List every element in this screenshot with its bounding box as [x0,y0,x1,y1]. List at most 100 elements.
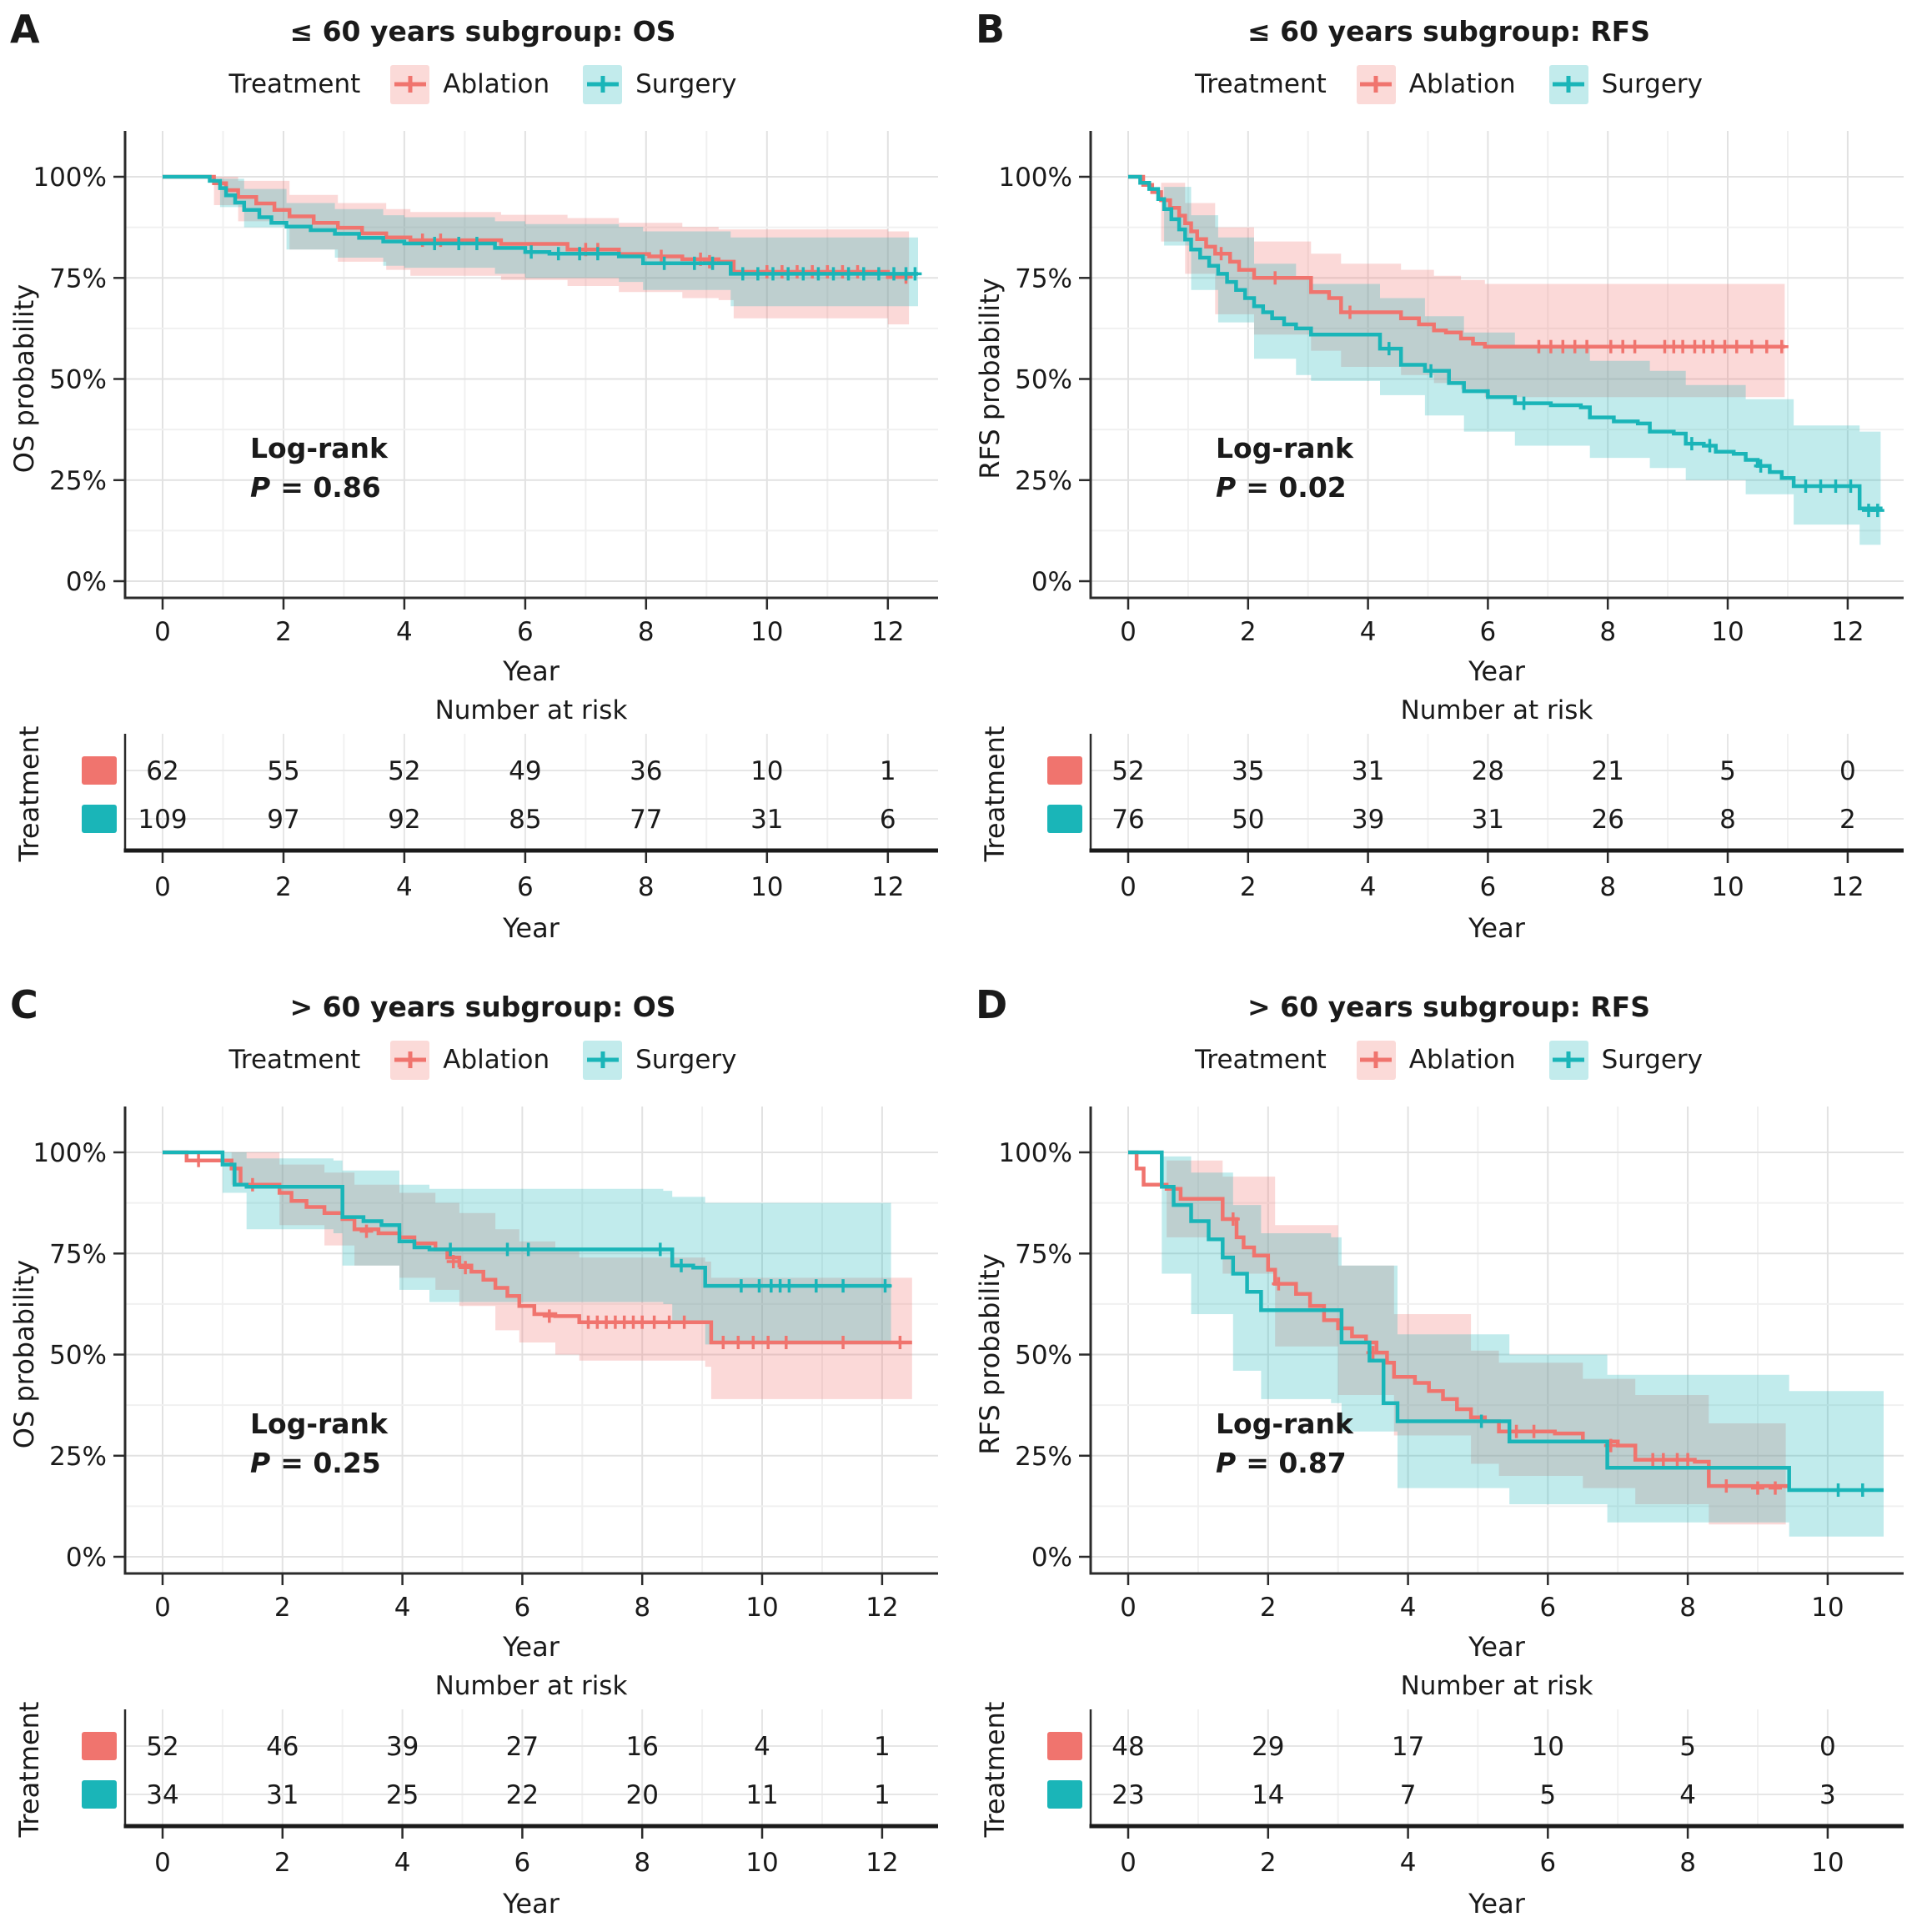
risk-count-ablation: 35 [1232,756,1264,786]
risk-count-surgery: 4 [1679,1780,1696,1810]
x-tick-label: 10 [1711,617,1744,647]
plus-censor-icon [586,76,619,93]
risk-count-surgery: 23 [1112,1780,1144,1810]
legend: Treatment Ablation Surgery [0,1034,966,1086]
legend-key-ablation-icon [1356,64,1396,104]
p-value-label: P = 0.86 [250,471,381,504]
risk-x-tick-label: 0 [1120,1848,1137,1878]
risk-count-surgery: 85 [509,805,541,835]
panel-A: A ≤ 60 years subgroup: OS Treatment Ablatio… [0,0,966,961]
plus-censor-icon [1360,1051,1393,1068]
risk-count-surgery: 109 [138,805,187,835]
x-tick-label: 8 [1599,617,1616,647]
logrank-label: Log-rank [1216,1408,1354,1440]
risk-row-swatch-ablation-icon [1047,1732,1082,1760]
x-axis-title: Year [502,1631,560,1663]
x-tick-label: 10 [1811,1593,1844,1623]
panel-title: ≤ 60 years subgroup: RFS [1247,15,1650,48]
p-value-text: = 0.25 [280,1447,381,1479]
risk-x-tick-label: 12 [1831,872,1864,902]
p-symbol: P [250,471,270,504]
risk-count-surgery: 97 [267,805,299,835]
risk-x-tick-label: 2 [274,1848,291,1878]
risk-x-tick-label: 4 [396,872,413,902]
p-value-label: P = 0.87 [1216,1447,1347,1479]
risk-count-ablation: 55 [267,756,299,786]
legend-item-surgery: Surgery [583,1040,737,1080]
legend-label-surgery: Surgery [635,1045,737,1075]
x-tick-label: 12 [866,1593,898,1623]
panel-title: > 60 years subgroup: OS [289,991,676,1023]
km-curve-surgery [1128,174,1883,511]
ci-band-ablation [1128,1152,1786,1527]
legend-key-surgery-icon [583,1040,623,1080]
risk-x-axis-title: Year [502,912,560,944]
risk-x-tick-label: 8 [1599,872,1616,902]
y-tick-label: 100% [998,1138,1072,1168]
risk-row-swatch-ablation-icon [82,1732,117,1760]
legend-title: Treatment [228,69,361,99]
risk-count-surgery: 22 [506,1780,539,1810]
y-tick-label: 75% [1015,1239,1072,1269]
risk-x-axis-title: Year [1468,1888,1526,1919]
risk-count-ablation: 5 [1719,756,1736,786]
legend-label-ablation: Ablation [1408,69,1516,99]
x-tick-label: 2 [1260,1593,1277,1623]
x-tick-label: 0 [1120,617,1137,647]
logrank-label: Log-rank [250,432,389,464]
legend-label-ablation: Ablation [443,1045,550,1075]
legend-item-ablation: Ablation [390,64,549,104]
legend-item-ablation: Ablation [390,1040,550,1080]
x-tick-label: 6 [1480,617,1497,647]
y-tick-label: 25% [1015,466,1072,496]
ci-band-ablation [163,1152,912,1402]
risk-x-axis-title: Year [1468,912,1526,944]
risk-count-surgery: 5 [1539,1780,1556,1810]
risk-count-ablation: 52 [1112,756,1144,786]
risk-x-tick-label: 6 [514,1848,531,1878]
plus-censor-icon [394,1051,426,1068]
risk-count-surgery: 14 [1252,1780,1284,1810]
risk-count-ablation: 0 [1839,756,1856,786]
x-tick-label: 12 [871,617,904,647]
legend-label-surgery: Surgery [1601,69,1703,99]
risk-count-surgery: 31 [1472,805,1504,835]
km-curve-surgery [163,174,918,276]
legend-label-ablation: Ablation [1408,1045,1516,1075]
risk-count-ablation: 10 [1532,1732,1564,1762]
p-value-text: = 0.02 [1246,471,1347,504]
legend-key-ablation-icon [390,1040,430,1080]
km-plot-B: 100% 75% 50% 25% 0% 0 2 4 6 8 10 12 RFS probability Y… [974,131,1904,687]
km-plot-A: 100% 75% 50% 25% 0% 0 2 4 6 8 10 12 OS probability Ye… [8,131,938,687]
legend-title: Treatment [228,1045,361,1075]
x-axis-title: Year [502,655,560,687]
risk-count-surgery: 6 [880,805,896,835]
risk-table-title: Number at risk [1401,1671,1593,1701]
x-tick-label: 4 [1400,1593,1417,1623]
risk-count-ablation: 1 [880,756,896,786]
risk-count-surgery: 1 [874,1780,891,1810]
risk-table-title: Number at risk [435,695,628,725]
y-tick-label: 50% [49,365,107,395]
panel-title: ≤ 60 years subgroup: OS [289,15,676,48]
risk-x-tick-label: 10 [745,1848,778,1878]
y-tick-label: 75% [49,263,107,294]
risk-count-ablation: 16 [625,1732,658,1762]
risk-x-tick-label: 10 [750,872,783,902]
risk-row-swatch-surgery-icon [1047,805,1082,833]
risk-x-tick-label: 6 [517,872,534,902]
censor-marks-surgery [1382,342,1884,518]
ci-band-ablation [1128,177,1785,398]
risk-count-ablation: 62 [146,756,178,786]
risk-count-ablation: 21 [1591,756,1623,786]
plus-censor-icon [1360,76,1393,93]
risk-x-tick-label: 2 [275,872,292,902]
y-tick-label: 0% [66,567,107,597]
legend-item-ablation: Ablation [1356,1040,1516,1080]
risk-count-ablation: 31 [1352,756,1384,786]
censor-marks-ablation [192,1153,907,1349]
risk-x-tick-label: 4 [1400,1848,1417,1878]
y-tick-label: 100% [998,163,1072,193]
risk-count-ablation: 49 [509,756,541,786]
